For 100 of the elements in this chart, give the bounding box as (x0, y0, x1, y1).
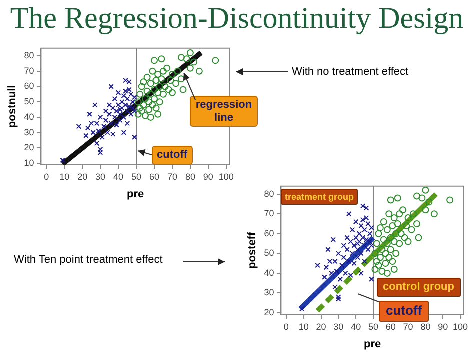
ref-line-label: cutoff (152, 146, 193, 165)
point (332, 284, 338, 290)
point (426, 198, 433, 206)
ref-line-label: cutoff (379, 301, 430, 322)
point (404, 214, 412, 222)
point (94, 140, 100, 146)
point (329, 270, 334, 276)
point (408, 226, 416, 234)
point (149, 102, 156, 109)
x-tick-label: 50 (131, 172, 142, 182)
point (387, 234, 394, 242)
point (358, 251, 364, 256)
point (147, 80, 154, 88)
point (110, 106, 116, 111)
point (376, 224, 384, 232)
point (134, 98, 142, 106)
point (126, 80, 132, 85)
point (362, 227, 368, 233)
text: With Ten point treatment effect (14, 254, 163, 267)
point (332, 258, 338, 264)
point (134, 110, 142, 118)
point (334, 268, 340, 274)
point (389, 222, 396, 230)
point (344, 235, 350, 240)
point (315, 262, 320, 268)
point (398, 230, 405, 238)
point (165, 86, 172, 94)
point (394, 220, 402, 228)
point (344, 247, 350, 252)
y-tick-label: 70 (264, 208, 274, 219)
point (336, 251, 342, 256)
point (178, 54, 185, 62)
point (140, 102, 148, 109)
point (114, 122, 120, 128)
point (387, 246, 394, 254)
point (387, 196, 394, 204)
point (149, 68, 156, 75)
point (446, 196, 454, 204)
point (167, 77, 174, 84)
x-tick-label: 100 (218, 172, 234, 182)
point (384, 226, 391, 234)
point (390, 266, 398, 273)
y-tick-label: 20 (264, 308, 274, 318)
point (150, 86, 158, 94)
point (100, 134, 105, 140)
point (60, 158, 66, 164)
point (373, 240, 380, 248)
point (98, 150, 104, 156)
point (366, 247, 371, 252)
annotation: control group (377, 278, 460, 297)
point (330, 237, 336, 242)
point (362, 258, 368, 264)
point (96, 128, 102, 134)
point (348, 239, 354, 244)
point (138, 83, 146, 90)
point (98, 147, 104, 152)
point (160, 90, 167, 98)
point (415, 234, 422, 242)
point (364, 206, 370, 211)
point (116, 90, 122, 96)
point (150, 96, 158, 103)
y-tick-label: 10 (24, 158, 34, 168)
point (196, 68, 203, 75)
x-tick-label: 10 (298, 322, 309, 332)
point (386, 210, 393, 218)
point (84, 133, 89, 138)
point (322, 274, 328, 280)
point (186, 50, 194, 57)
y-tick-label: 80 (24, 50, 34, 61)
point (346, 211, 352, 217)
point (136, 90, 144, 98)
point (341, 255, 347, 260)
point (401, 234, 408, 242)
point (108, 120, 114, 126)
point (132, 134, 138, 140)
point (168, 89, 176, 96)
point (350, 251, 356, 256)
point (380, 218, 388, 226)
point (142, 112, 149, 120)
point (430, 210, 438, 218)
point (180, 86, 187, 94)
point (378, 246, 386, 254)
point (324, 264, 330, 270)
point (183, 56, 190, 63)
point (396, 240, 404, 248)
x-tick-label: 100 (453, 322, 468, 332)
x-tick-label: 60 (386, 322, 396, 332)
y-axis-title: posteff (246, 232, 259, 270)
x-tick-label: 90 (203, 172, 214, 182)
x-tick-label: 30 (96, 172, 106, 182)
point (346, 258, 352, 264)
point (147, 90, 154, 98)
x-tick-label: 80 (420, 322, 431, 332)
point (146, 106, 153, 114)
x-axis-title: pre (364, 338, 382, 350)
point (103, 108, 109, 114)
point (158, 76, 166, 83)
x-tick-label: 70 (167, 172, 178, 182)
y-tick-label: 70 (24, 66, 34, 76)
point (98, 114, 104, 120)
